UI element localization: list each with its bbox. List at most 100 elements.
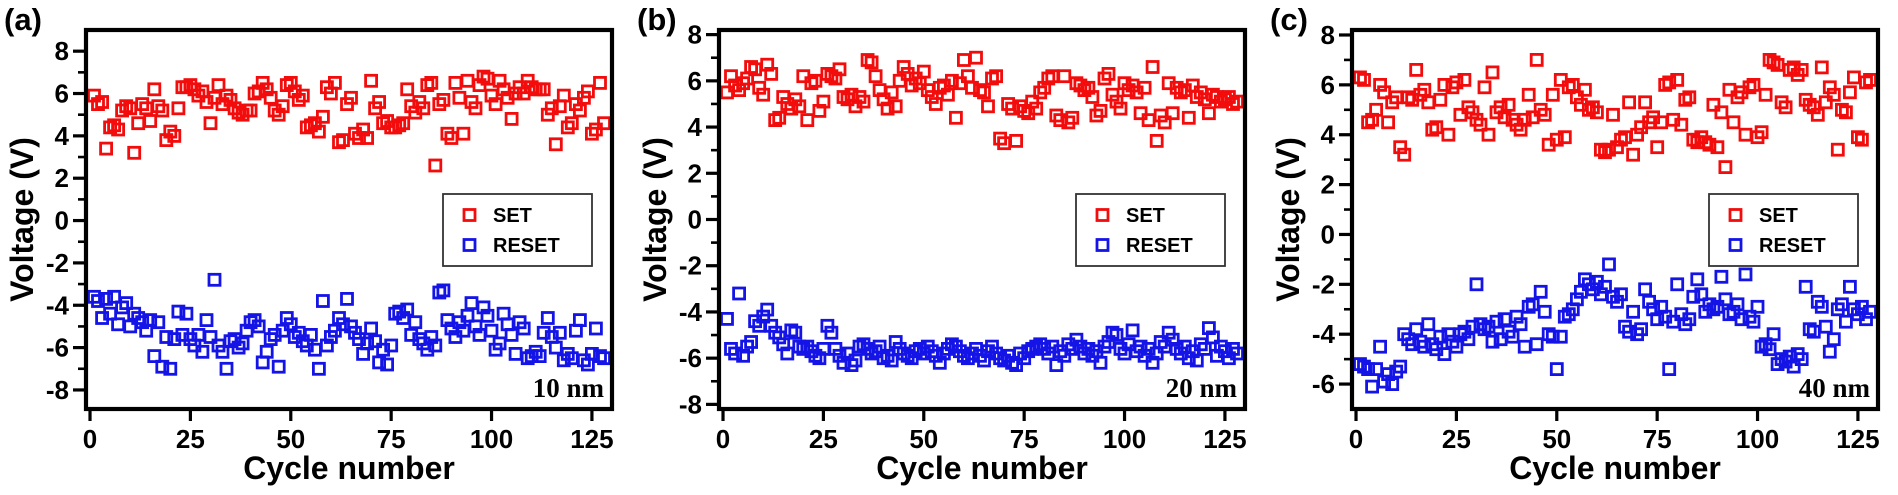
data-point-reset xyxy=(259,344,274,359)
data-point-reset xyxy=(1818,319,1833,334)
data-point-set xyxy=(99,141,113,156)
y-axis-title: Voltage (V) xyxy=(4,137,40,302)
data-point-set xyxy=(1718,160,1733,175)
data-point-set xyxy=(1851,130,1865,145)
data-point-reset xyxy=(1602,257,1616,272)
data-point-reset xyxy=(251,319,266,334)
x-tick-label: 75 xyxy=(1010,424,1039,454)
data-point-reset xyxy=(1626,304,1641,319)
data-point-reset xyxy=(436,283,451,298)
data-point-set xyxy=(243,103,258,118)
data-point-set xyxy=(1009,133,1024,148)
data-point-reset xyxy=(1533,284,1548,299)
data-point-set xyxy=(880,101,895,116)
y-axis-title: Voltage (V) xyxy=(637,137,673,302)
data-point-set xyxy=(1830,142,1845,157)
data-point-reset xyxy=(756,309,771,324)
data-point-set xyxy=(989,69,1004,84)
data-point-reset xyxy=(1489,314,1504,329)
data-point-reset xyxy=(1798,279,1813,294)
data-point-set xyxy=(1409,63,1424,77)
data-point-reset xyxy=(884,353,899,368)
data-point-set xyxy=(573,103,587,118)
legend-marker-reset-icon xyxy=(462,238,477,252)
data-point-set xyxy=(732,83,746,97)
legend-label-reset: RESET xyxy=(1759,235,1826,257)
data-point-set xyxy=(556,88,571,103)
data-point-set xyxy=(1537,107,1552,122)
data-point-reset xyxy=(1598,279,1612,294)
x-tick-label: 100 xyxy=(1103,424,1146,454)
data-point-set xyxy=(564,116,579,131)
data-point-set xyxy=(1173,85,1188,100)
data-point-reset xyxy=(736,348,750,363)
data-point-set xyxy=(283,76,298,90)
data-point-reset xyxy=(1206,330,1220,345)
data-point-set xyxy=(1529,53,1544,67)
x-tick-label: 25 xyxy=(176,424,205,454)
data-point-set xyxy=(760,57,775,72)
data-point-set xyxy=(1521,87,1536,102)
data-point-set xyxy=(1863,73,1877,87)
data-point-reset xyxy=(1706,302,1721,317)
legend-label-reset: RESET xyxy=(493,235,560,257)
data-point-reset xyxy=(1670,277,1685,292)
data-point-reset xyxy=(1449,339,1464,354)
data-point-set xyxy=(1101,67,1116,81)
data-point-reset xyxy=(1529,337,1544,352)
data-point-set xyxy=(724,69,738,84)
data-point-set xyxy=(1093,104,1108,118)
data-point-reset xyxy=(1710,299,1725,314)
thickness-annotation: 40 nm xyxy=(1799,373,1871,403)
thickness-annotation: 20 nm xyxy=(1166,373,1238,403)
data-point-set xyxy=(876,92,891,107)
data-point-set xyxy=(1766,55,1781,70)
data-point-reset xyxy=(1690,272,1705,287)
data-point-set xyxy=(119,99,134,114)
data-point-set xyxy=(143,114,158,128)
data-point-set xyxy=(1855,132,1869,147)
data-point-reset xyxy=(1682,312,1697,327)
data-point-set xyxy=(948,110,963,125)
panel-letter-a: (a) xyxy=(4,2,42,37)
data-point-set xyxy=(1839,105,1853,120)
data-point-reset xyxy=(532,349,547,364)
data-point-reset xyxy=(1726,304,1741,319)
data-point-reset xyxy=(1738,267,1753,282)
data-point-set xyxy=(1109,94,1124,109)
y-tick-label: -4 xyxy=(1312,319,1336,349)
data-point-set xyxy=(940,87,955,102)
data-point-set xyxy=(1710,140,1725,155)
data-point-set xyxy=(1037,80,1052,95)
plot-border xyxy=(1349,27,1881,412)
y-tick-label: -4 xyxy=(679,297,703,327)
data-point-reset xyxy=(1750,299,1765,314)
x-axis-title: Cycle number xyxy=(243,450,455,486)
legend-box xyxy=(1075,193,1226,267)
chart-a: -8 -6 -4 -2 0 2 4 6 8 0 25 50 75 100 125 10 nm SET RESET C… xyxy=(0,0,633,490)
data-point-reset xyxy=(311,361,326,376)
data-point-set xyxy=(263,90,278,105)
data-point-set xyxy=(904,78,919,93)
data-point-set xyxy=(1742,80,1757,95)
data-point-reset xyxy=(1714,269,1729,284)
data-point-set xyxy=(259,82,274,97)
x-axis-title: Cycle number xyxy=(1509,450,1721,486)
y-tick-label: 8 xyxy=(688,20,702,50)
data-point-set xyxy=(860,53,875,67)
data-point-reset xyxy=(428,338,443,353)
data-point-set xyxy=(856,94,871,109)
data-point-set xyxy=(1449,75,1464,90)
y-tick-label: 8 xyxy=(55,36,69,66)
data-point-reset xyxy=(1553,329,1568,344)
chart-svg: -8 -6 -4 -2 0 2 4 6 8 0 25 50 75 100 125 10 nm SET RESET C… xyxy=(4,27,615,486)
data-point-reset xyxy=(589,321,603,336)
data-point-set xyxy=(327,76,342,90)
data-point-set xyxy=(1133,106,1148,121)
data-point-set xyxy=(788,92,803,107)
data-point-set xyxy=(944,73,959,88)
data-point-reset xyxy=(1393,359,1408,374)
y-tick-label: -8 xyxy=(46,375,69,405)
data-point-set xyxy=(744,60,758,74)
data-point-reset xyxy=(1521,299,1536,314)
